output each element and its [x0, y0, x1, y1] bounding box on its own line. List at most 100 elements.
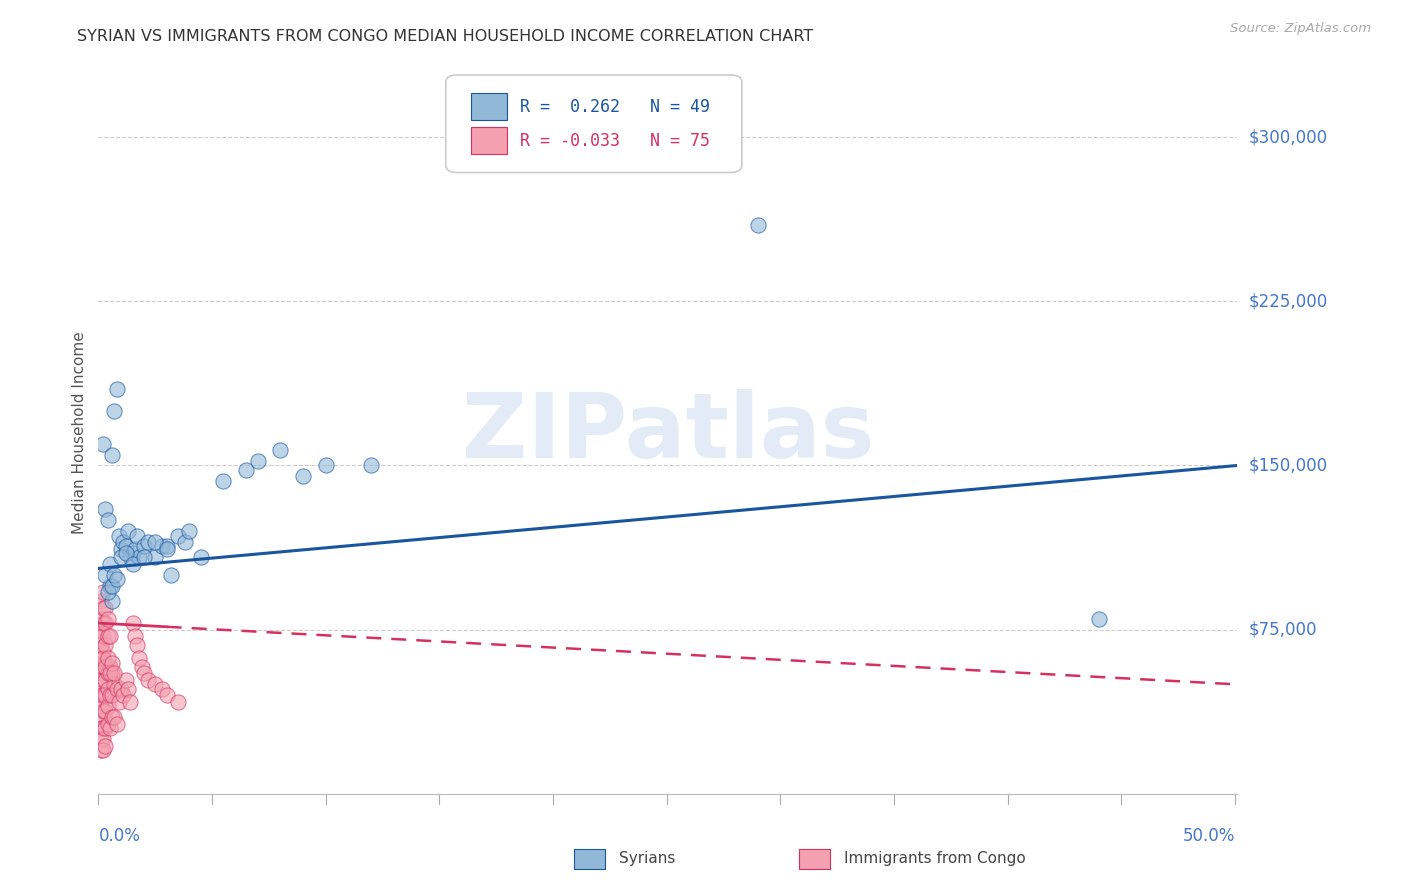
Point — [90, 638, 112, 652]
Point — [91, 673, 114, 687]
Point — [128, 651, 150, 665]
Point — [90, 732, 112, 747]
Point — [131, 660, 153, 674]
Point — [94, 638, 117, 652]
Point — [91, 436, 114, 450]
Point — [110, 541, 132, 556]
Point — [94, 660, 117, 674]
Point — [132, 550, 155, 565]
Point — [94, 600, 117, 615]
Text: ZIPatlas: ZIPatlas — [461, 389, 875, 476]
Point — [108, 695, 131, 709]
Point — [101, 666, 124, 681]
Point — [101, 448, 124, 462]
Point — [91, 660, 114, 674]
Point — [98, 557, 121, 571]
Point — [96, 699, 118, 714]
Point — [91, 651, 114, 665]
Point — [108, 528, 131, 542]
Point — [94, 689, 117, 703]
Point — [94, 704, 117, 718]
Point — [269, 443, 291, 458]
Point — [246, 454, 269, 468]
Point — [90, 699, 112, 714]
Text: Immigrants from Congo: Immigrants from Congo — [844, 851, 1025, 865]
Point — [167, 695, 190, 709]
Point — [94, 502, 117, 516]
Point — [103, 403, 125, 417]
Point — [101, 656, 124, 670]
Point — [110, 681, 132, 696]
Point — [101, 689, 124, 703]
Point — [94, 721, 117, 735]
Point — [105, 572, 128, 586]
Point — [105, 681, 128, 696]
Point — [98, 689, 121, 703]
Point — [121, 557, 143, 571]
Point — [212, 474, 235, 488]
Point — [103, 666, 125, 681]
Point — [101, 710, 124, 724]
Point — [90, 666, 112, 681]
Point — [101, 594, 124, 608]
Text: SYRIAN VS IMMIGRANTS FROM CONGO MEDIAN HOUSEHOLD INCOME CORRELATION CHART: SYRIAN VS IMMIGRANTS FROM CONGO MEDIAN H… — [77, 29, 814, 45]
Point — [112, 535, 135, 549]
Point — [90, 594, 112, 608]
Text: $150,000: $150,000 — [1249, 457, 1327, 475]
Point — [94, 656, 117, 670]
Point — [96, 612, 118, 626]
Point — [124, 629, 146, 643]
Point — [121, 546, 143, 560]
Point — [103, 568, 125, 582]
Text: 50.0%: 50.0% — [1182, 827, 1234, 845]
Point — [90, 633, 112, 648]
Point — [94, 673, 117, 687]
Point — [235, 463, 257, 477]
Y-axis label: Median Household Income: Median Household Income — [72, 331, 87, 534]
FancyBboxPatch shape — [471, 93, 508, 120]
FancyBboxPatch shape — [446, 75, 742, 172]
Point — [143, 677, 166, 691]
Point — [128, 550, 150, 565]
Point — [110, 550, 132, 565]
Point — [143, 550, 166, 565]
Point — [90, 710, 112, 724]
Point — [120, 695, 142, 709]
Point — [91, 689, 114, 703]
Point — [90, 721, 112, 735]
Point — [150, 681, 173, 696]
Point — [117, 681, 139, 696]
Point — [167, 528, 190, 542]
Point — [747, 218, 769, 232]
Point — [90, 677, 112, 691]
Point — [114, 540, 136, 554]
Point — [96, 681, 118, 696]
Point — [96, 585, 118, 599]
Point — [94, 568, 117, 582]
Point — [114, 546, 136, 560]
Point — [125, 528, 148, 542]
Point — [96, 651, 118, 665]
Point — [91, 644, 114, 658]
Point — [292, 469, 315, 483]
Point — [117, 524, 139, 538]
Point — [96, 716, 118, 731]
Point — [91, 616, 114, 631]
Text: Source: ZipAtlas.com: Source: ZipAtlas.com — [1230, 22, 1371, 36]
Point — [91, 704, 114, 718]
Point — [90, 612, 112, 626]
Point — [91, 585, 114, 599]
Point — [103, 677, 125, 691]
Point — [96, 629, 118, 643]
Point — [90, 689, 112, 703]
Point — [360, 458, 382, 473]
Point — [96, 666, 118, 681]
Point — [101, 579, 124, 593]
Point — [98, 579, 121, 593]
Point — [190, 550, 212, 565]
Point — [94, 739, 117, 753]
Point — [156, 541, 179, 556]
Text: $300,000: $300,000 — [1249, 128, 1327, 146]
Text: R =  0.262   N = 49: R = 0.262 N = 49 — [520, 98, 710, 116]
Point — [91, 732, 114, 747]
